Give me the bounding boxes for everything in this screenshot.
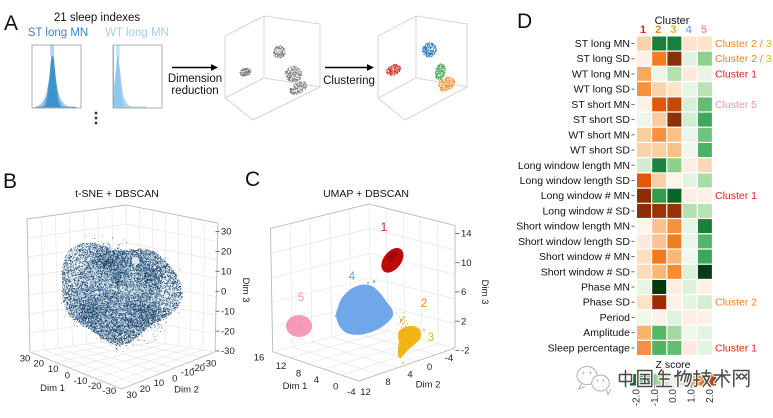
svg-text:Sleep percentage: Sleep percentage <box>548 342 630 354</box>
svg-text:4: 4 <box>314 375 319 386</box>
svg-text:2: 2 <box>655 24 661 36</box>
svg-text:Cluster 2 / 3: Cluster 2 / 3 <box>715 38 772 50</box>
svg-text:3: 3 <box>670 24 676 36</box>
svg-text:5: 5 <box>298 292 304 304</box>
svg-text:UMAP + DBSCAN: UMAP + DBSCAN <box>323 188 409 200</box>
svg-text:Dim 2: Dim 2 <box>174 385 199 396</box>
svg-text:-30: -30 <box>102 386 116 397</box>
svg-text:WT long SD: WT long SD <box>574 84 631 96</box>
svg-text:-20: -20 <box>88 381 102 392</box>
svg-text:Amplitude: Amplitude <box>583 327 630 339</box>
svg-text:10: 10 <box>461 258 472 269</box>
svg-text:-20: -20 <box>221 326 235 337</box>
svg-text:12: 12 <box>360 387 371 398</box>
svg-text:5: 5 <box>701 24 707 36</box>
svg-text:4: 4 <box>686 24 693 36</box>
svg-text:Long window length SD: Long window length SD <box>520 175 631 187</box>
svg-text:WT short MN: WT short MN <box>568 129 630 141</box>
svg-text:-4: -4 <box>347 387 355 398</box>
svg-text:Dim 1: Dim 1 <box>40 383 65 394</box>
svg-text:4: 4 <box>407 370 412 381</box>
svg-text:-10: -10 <box>74 376 88 387</box>
svg-text:3: 3 <box>428 332 434 344</box>
svg-text:ST short SD: ST short SD <box>573 114 630 126</box>
svg-text:30: 30 <box>20 354 31 365</box>
svg-text:Clustering: Clustering <box>323 75 375 87</box>
svg-text:C: C <box>245 168 260 191</box>
svg-text:-2: -2 <box>461 346 469 357</box>
svg-text:10: 10 <box>48 364 59 375</box>
svg-text:2: 2 <box>461 316 466 327</box>
svg-text:1: 1 <box>640 24 646 36</box>
svg-text:16: 16 <box>254 353 265 364</box>
svg-text:-1.0: -1.0 <box>650 389 661 407</box>
svg-text:ST long MN: ST long MN <box>28 27 89 39</box>
svg-text:14: 14 <box>461 229 472 240</box>
svg-text:Cluster 1: Cluster 1 <box>715 342 757 354</box>
svg-text:D: D <box>517 10 532 33</box>
svg-text:-2.0: -2.0 <box>632 389 643 407</box>
svg-text:10: 10 <box>221 267 232 278</box>
svg-text:ST short MN: ST short MN <box>571 99 630 111</box>
svg-text:-30: -30 <box>221 346 235 357</box>
svg-text:Short window length SD: Short window length SD <box>518 236 630 248</box>
svg-text:Dim 1: Dim 1 <box>283 381 308 392</box>
svg-text:0: 0 <box>65 371 70 382</box>
svg-text:Short window length MN: Short window length MN <box>516 221 630 233</box>
svg-text:Phase MN: Phase MN <box>581 282 630 294</box>
svg-text:0: 0 <box>221 286 226 297</box>
svg-text:Long window # MN: Long window # MN <box>541 190 630 202</box>
svg-text:Cluster 2 / 3: Cluster 2 / 3 <box>715 53 772 65</box>
svg-text:reduction: reduction <box>171 85 218 97</box>
svg-text:30: 30 <box>221 227 232 238</box>
svg-text:Short window # MN: Short window # MN <box>539 251 630 263</box>
svg-text:Dim 3: Dim 3 <box>240 278 251 303</box>
svg-text:Long window # SD: Long window # SD <box>542 205 630 217</box>
svg-text:Cluster 1: Cluster 1 <box>715 68 757 80</box>
svg-text:4: 4 <box>349 271 356 283</box>
svg-text:10: 10 <box>154 378 165 389</box>
svg-text:0: 0 <box>427 362 432 373</box>
svg-text:30: 30 <box>126 390 137 401</box>
svg-text:20: 20 <box>140 384 151 395</box>
svg-text:Cluster 1: Cluster 1 <box>715 190 757 202</box>
svg-text:8: 8 <box>385 377 390 388</box>
svg-text:20: 20 <box>221 247 232 258</box>
svg-text:1: 1 <box>381 222 387 234</box>
svg-text:WT long MN: WT long MN <box>105 27 169 39</box>
svg-text:Cluster 2: Cluster 2 <box>715 297 757 309</box>
svg-text:A: A <box>4 12 18 35</box>
svg-text:6: 6 <box>461 287 466 298</box>
svg-text:Short window # SD: Short window # SD <box>541 266 631 278</box>
svg-text:1.0: 1.0 <box>687 389 698 403</box>
svg-text:0: 0 <box>172 374 177 385</box>
svg-text:2.0: 2.0 <box>705 389 716 403</box>
svg-text:Dim 2: Dim 2 <box>416 380 441 391</box>
svg-text:WT short SD: WT short SD <box>570 145 630 157</box>
svg-text:-30: -30 <box>203 358 217 369</box>
svg-text:ST long SD: ST long SD <box>577 53 631 65</box>
svg-text:-10: -10 <box>221 306 235 317</box>
svg-text:Dimension: Dimension <box>168 73 222 85</box>
svg-text:B: B <box>3 170 17 193</box>
svg-text:8: 8 <box>296 368 301 379</box>
svg-text:Period: Period <box>600 312 631 324</box>
svg-text:Cluster 5: Cluster 5 <box>715 99 757 111</box>
svg-text:-4: -4 <box>445 353 453 364</box>
svg-text:Long window length MN: Long window length MN <box>518 160 630 172</box>
svg-text:0: 0 <box>333 382 338 393</box>
svg-text:0.0: 0.0 <box>668 389 679 403</box>
svg-text:2: 2 <box>421 298 427 310</box>
svg-text:12: 12 <box>276 361 287 372</box>
svg-text:21 sleep indexes: 21 sleep indexes <box>54 12 141 24</box>
svg-text:t-SNE + DBSCAN: t-SNE + DBSCAN <box>75 188 159 200</box>
svg-text:Dim 3: Dim 3 <box>479 280 490 305</box>
svg-text:20: 20 <box>33 359 44 370</box>
svg-text:ST long MN: ST long MN <box>575 38 630 50</box>
svg-text:WT long MN: WT long MN <box>572 68 630 80</box>
svg-text:Phase SD: Phase SD <box>583 297 631 309</box>
